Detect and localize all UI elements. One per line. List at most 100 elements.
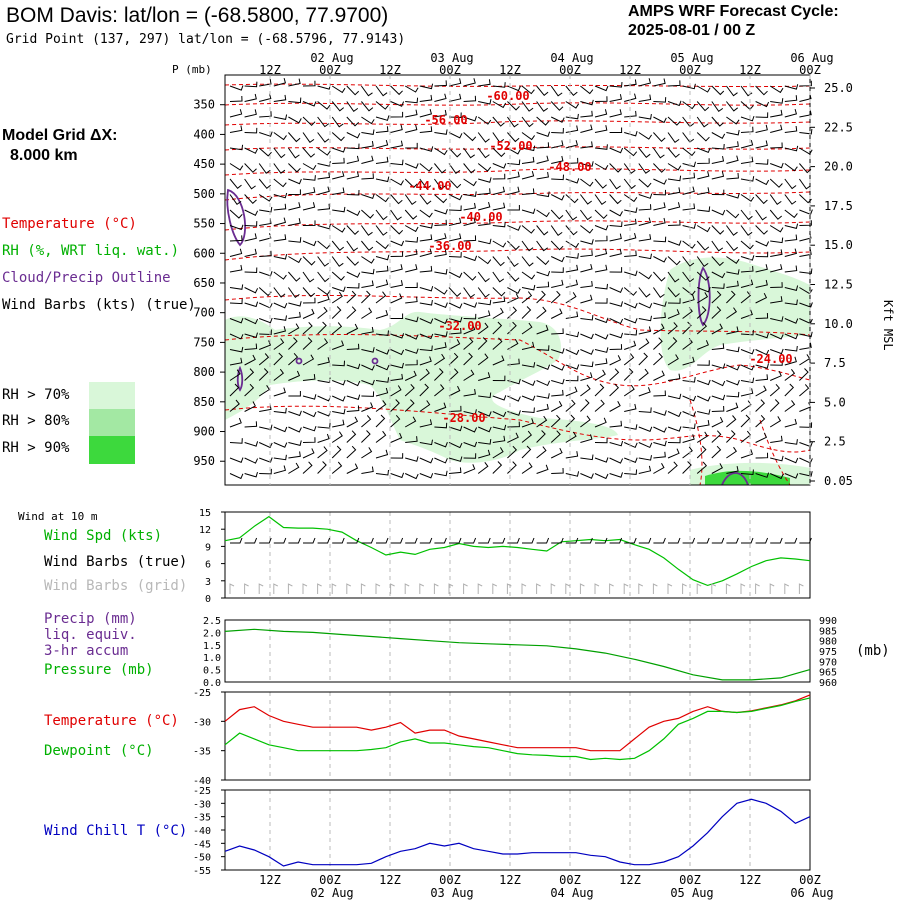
contour-label: -24.00 (749, 352, 792, 366)
panel-tick-label: -30 (193, 799, 211, 810)
panel-tick-label: -40 (193, 826, 211, 837)
pressure-tick-label: 960 (819, 678, 837, 689)
top-hour-label: 12Z (739, 63, 761, 77)
contour-label: -28.00 (442, 411, 485, 425)
top-hour-label: 12Z (379, 63, 401, 77)
precip-tick-label: 1.0 (203, 653, 221, 664)
pressure-tick-label: 450 (193, 157, 215, 171)
bottom-date-label: 02 Aug (310, 886, 353, 900)
bottom-hour-label: 12Z (379, 873, 401, 887)
pressure-tick-label: 650 (193, 276, 215, 290)
forecast-cycle-label: AMPS WRF Forecast Cycle: (628, 3, 839, 20)
legend-rh-70: RH > 70% (2, 387, 70, 403)
temperature-panel (224, 691, 811, 781)
panel-tick-label: 15 (199, 508, 211, 519)
contour-label: -52.00 (489, 139, 532, 153)
model-grid-value: 8.000 km (10, 147, 78, 164)
forecast-cycle-value: 2025-08-01 / 00 Z (628, 22, 756, 39)
pressure-tick-label: 700 (193, 306, 215, 320)
bottom-hour-label: 12Z (739, 873, 761, 887)
height-axis: 25.0 22.5 20.0 17.5 15.0 12.5 10.0 7.5 5.0 2.5 0.0… (810, 81, 853, 488)
bottom-hour-label: 00Z (679, 873, 701, 887)
top-hour-label: 00Z (679, 63, 701, 77)
legend-wind-barbs-grid: Wind Barbs (grid) (44, 578, 188, 594)
wind-barb-grid (229, 583, 804, 594)
height-tick-label: 0.05 (824, 474, 853, 488)
legend-wind-chill: Wind Chill T (°C) (44, 823, 188, 839)
rh-90-swatch (89, 436, 135, 464)
pressure-tick-label: 750 (193, 335, 215, 349)
legend-accum: 3-hr accum (44, 643, 129, 659)
top-date-label: 06 Aug (790, 51, 833, 65)
height-tick-label: 15.0 (824, 238, 853, 252)
wind-barb-true (230, 537, 812, 544)
series-line (224, 694, 811, 752)
cross-section-wind-barbs (229, 77, 813, 480)
contour-label: -32.00 (438, 319, 481, 333)
legend-precip: Precip (mm) (44, 611, 137, 627)
pressure-axis-label: P (mb) (172, 63, 212, 76)
legend-rh-80: RH > 80% (2, 413, 70, 429)
top-date-label: 04 Aug (550, 51, 593, 65)
pressure-tick-label: 975 (819, 647, 837, 658)
panel-axes: 036912150.00.51.01.52.02.596096597097598… (193, 508, 837, 877)
height-tick-label: 12.5 (824, 278, 853, 292)
panel-tick-label: -50 (193, 853, 211, 864)
panel-tick-label: -25 (193, 688, 211, 699)
cross-section-panel: -60.00-56.00-52.00-48.00-44.00-40.00-36.… (193, 74, 853, 488)
legend-cloud-outline: Cloud/Precip Outline (2, 270, 171, 286)
windchill-panel (224, 789, 811, 871)
panel-tick-label: -35 (193, 747, 211, 758)
top-hour-label: 00Z (559, 63, 581, 77)
panel-tick-label: 9 (205, 542, 211, 553)
height-tick-label: 25.0 (824, 81, 853, 95)
series-line (224, 697, 811, 761)
legend-temperature-panel: Temperature (°C) (44, 713, 179, 729)
height-tick-label: 17.5 (824, 199, 853, 213)
pressure-tick-label: 600 (193, 246, 215, 260)
pressure-tick-label: 950 (193, 454, 215, 468)
series-line (224, 628, 811, 681)
top-hour-label: 00Z (799, 63, 821, 77)
temperature-contour-labels: -60.00-56.00-52.00-48.00-44.00-40.00-36.… (408, 89, 792, 425)
panel-tick-label: 6 (205, 560, 211, 571)
legend-wind-speed: Wind Spd (kts) (44, 528, 163, 544)
bottom-hour-label: 00Z (319, 873, 341, 887)
panel-tick-label: -25 (193, 786, 211, 797)
panel-tick-label: 12 (199, 525, 211, 536)
panel-tick-label: -55 (193, 866, 211, 877)
panel-tick-label: -35 (193, 813, 211, 824)
legend-dewpoint: Dewpoint (°C) (44, 743, 154, 759)
wind-panel (224, 511, 811, 599)
bottom-hour-label: 12Z (619, 873, 641, 887)
height-axis-label: Kft MSL (881, 300, 895, 351)
panel-tick-label: -45 (193, 839, 211, 850)
pressure-tick-label: 965 (819, 668, 837, 679)
legend-rh: RH (%, WRT liq. wat.) (2, 243, 180, 259)
legend-rh-90: RH > 90% (2, 440, 70, 456)
bottom-hour-label: 00Z (799, 873, 821, 887)
wind-at-label: Wind at 10 m (18, 510, 98, 523)
pressure-tick-label: 850 (193, 395, 215, 409)
pressure-tick-label: 400 (193, 127, 215, 141)
pressure-tick-label: 550 (193, 217, 215, 231)
height-tick-label: 22.5 (824, 120, 853, 134)
contour-label: -40.00 (459, 210, 502, 224)
top-date-label: 02 Aug (310, 51, 353, 65)
wind-barb (229, 77, 813, 480)
panel-tick-label: -30 (193, 717, 211, 728)
precip-pressure-panel (224, 619, 811, 683)
height-tick-label: 20.0 (824, 160, 853, 174)
contour-label: -60.00 (486, 89, 529, 103)
series-line (224, 798, 811, 867)
pressure-tick-label: 990 (819, 616, 837, 627)
top-date-label: 03 Aug (430, 51, 473, 65)
height-tick-label: 5.0 (824, 395, 846, 409)
precip-tick-label: 2.0 (203, 628, 221, 639)
rh-70-swatch (89, 382, 135, 410)
bottom-hour-label: 00Z (559, 873, 581, 887)
bottom-hour-label: 12Z (499, 873, 521, 887)
top-hour-label: 00Z (319, 63, 341, 77)
